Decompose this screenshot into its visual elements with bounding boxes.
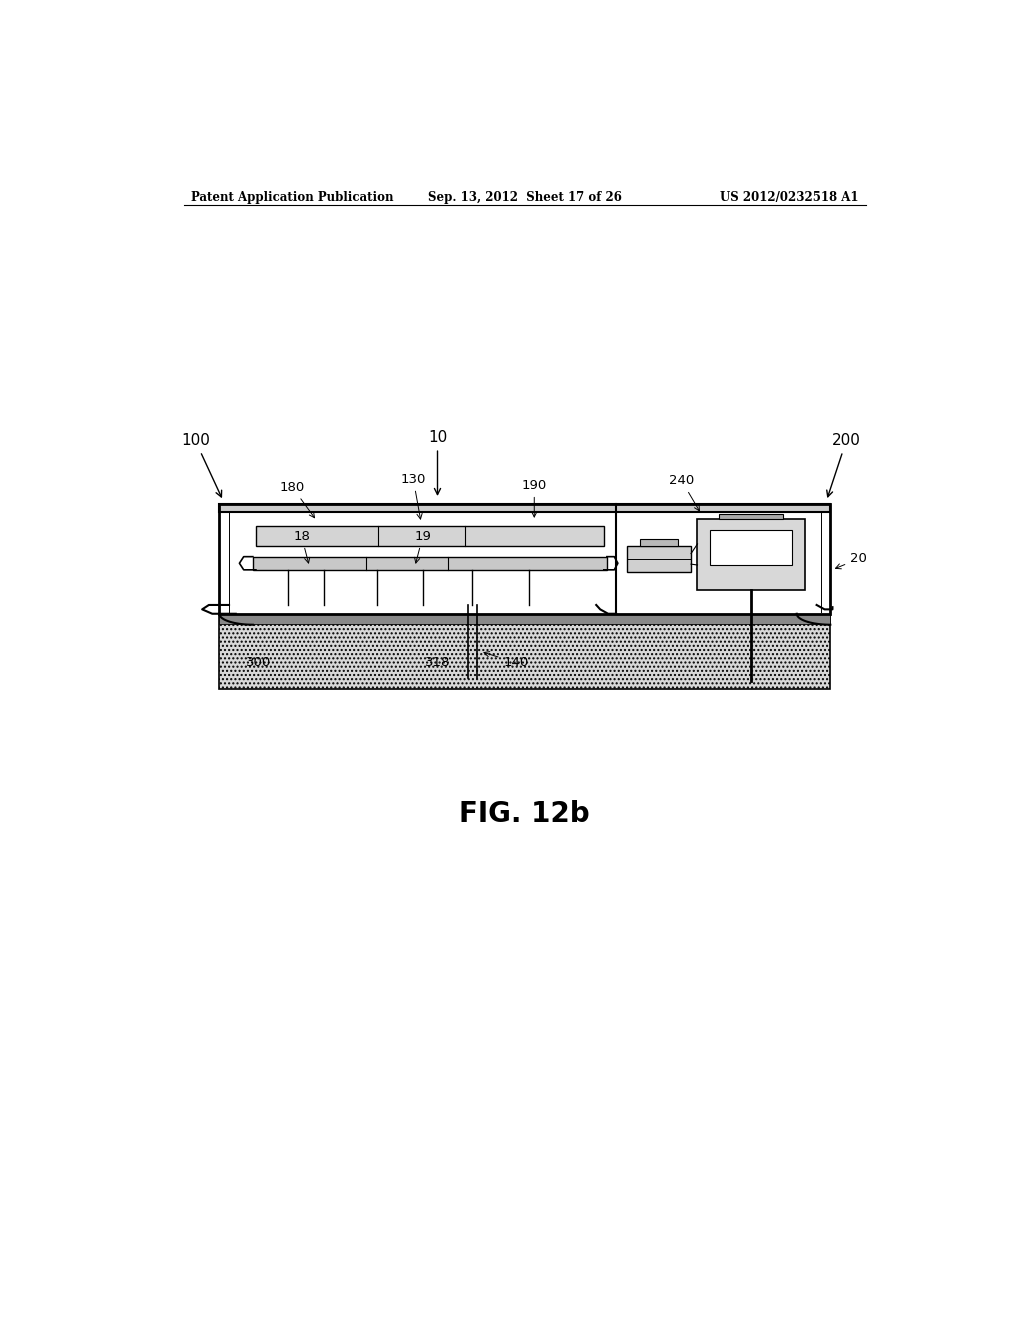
Bar (219, 614, 830, 689)
Text: 180: 180 (280, 480, 314, 517)
Bar (253, 557, 607, 570)
Bar (697, 519, 805, 590)
Text: 18: 18 (293, 529, 310, 564)
Bar (256, 525, 604, 545)
Text: US 2012/0232518 A1: US 2012/0232518 A1 (720, 190, 858, 203)
Text: 130: 130 (400, 473, 426, 519)
Text: 240: 240 (669, 474, 699, 511)
Text: 300: 300 (247, 656, 271, 669)
Text: 20: 20 (836, 552, 867, 569)
Text: 10: 10 (428, 430, 447, 495)
Bar (219, 614, 830, 624)
Bar (219, 504, 830, 512)
Bar (640, 539, 678, 545)
Text: 200: 200 (826, 433, 860, 496)
Text: 100: 100 (181, 433, 221, 498)
Text: 190: 190 (521, 479, 547, 517)
Bar (219, 504, 830, 614)
Text: 19: 19 (415, 529, 431, 564)
Text: FIG. 12b: FIG. 12b (460, 800, 590, 828)
Bar (711, 529, 792, 565)
Bar (719, 513, 783, 519)
Text: Patent Application Publication: Patent Application Publication (191, 190, 394, 203)
Text: 140: 140 (484, 652, 528, 669)
Bar (627, 545, 691, 572)
Text: 318: 318 (425, 656, 451, 669)
Bar (219, 504, 830, 614)
Text: Sep. 13, 2012  Sheet 17 of 26: Sep. 13, 2012 Sheet 17 of 26 (428, 190, 622, 203)
